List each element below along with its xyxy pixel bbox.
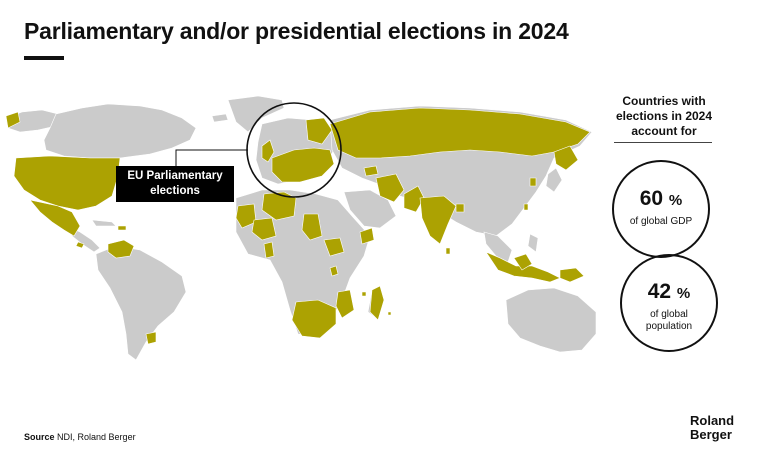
world-map <box>0 80 610 380</box>
population-stat-unit: % <box>676 285 691 302</box>
country-india <box>419 195 457 245</box>
population-stat-circle: 42 % of global population <box>620 254 718 352</box>
country-mexico <box>29 199 81 237</box>
region-arabia <box>343 189 397 229</box>
country-russia-east <box>553 145 579 171</box>
country-cuba <box>91 219 117 227</box>
country-comoros <box>361 291 367 297</box>
country-bangladesh <box>455 203 465 213</box>
population-stat-number: 42 <box>647 280 672 303</box>
country-greenland-west-election <box>5 111 21 129</box>
country-indonesia-borneo <box>513 253 533 271</box>
source-text: NDI, Roland Berger <box>57 432 136 442</box>
gdp-stat-circle: 60 % of global GDP <box>612 160 710 258</box>
country-canada <box>43 103 197 159</box>
country-somaliland <box>359 227 375 245</box>
country-south-america <box>95 245 187 361</box>
title-underline <box>24 56 64 60</box>
region-eu-core <box>271 147 335 183</box>
stats-heading: Countries with elections in 2024 account… <box>615 94 713 138</box>
page-title: Parliamentary and/or presidential electi… <box>24 18 569 44</box>
country-ghana <box>263 241 275 259</box>
country-sri-lanka <box>445 247 451 255</box>
country-russia <box>329 107 591 159</box>
country-usa <box>13 155 121 211</box>
eu-parliamentary-label: EU Parliamentary elections <box>116 166 234 202</box>
country-philippines <box>527 233 539 253</box>
stats-divider <box>614 142 712 143</box>
logo-line-2: Berger <box>690 427 732 442</box>
population-stat-caption: of global population <box>645 309 693 332</box>
country-japan <box>545 167 563 193</box>
roland-berger-logo: Roland Berger <box>690 414 734 442</box>
country-mauritania <box>235 203 257 229</box>
gdp-stat-unit: % <box>668 192 683 209</box>
country-chad <box>301 213 323 241</box>
country-south-sudan <box>323 237 345 257</box>
country-mali <box>251 217 277 241</box>
country-mozambique <box>335 289 355 319</box>
country-azerbaijan <box>363 165 379 177</box>
source-note: Source NDI, Roland Berger <box>24 432 136 442</box>
country-mauritius <box>387 311 392 316</box>
population-stat-value: 42 % <box>622 280 716 306</box>
country-venezuela <box>107 239 135 259</box>
country-pakistan <box>403 185 425 213</box>
country-southern-africa <box>291 299 337 339</box>
country-iceland <box>211 113 229 123</box>
gdp-stat-value: 60 % <box>614 187 708 213</box>
country-taiwan <box>523 203 529 211</box>
country-algeria <box>261 191 297 221</box>
country-finland <box>305 117 333 145</box>
logo-line-1: Roland <box>690 413 735 428</box>
world-map-svg <box>5 95 597 361</box>
gdp-stat-caption: of global GDP <box>629 216 693 227</box>
country-el-salvador <box>75 241 85 249</box>
callout-connector <box>175 149 248 168</box>
country-dominican-republic <box>117 225 127 231</box>
country-papua <box>559 267 585 283</box>
source-label: Source <box>24 432 55 442</box>
gdp-stat-number: 60 <box>639 187 664 210</box>
country-south-korea <box>529 177 537 187</box>
country-uk <box>261 139 275 163</box>
country-uruguay <box>145 331 157 345</box>
country-iran <box>375 173 405 203</box>
country-rwanda <box>329 265 339 277</box>
country-australia <box>505 287 597 353</box>
country-madagascar-election <box>369 285 385 321</box>
country-greenland <box>227 95 285 133</box>
